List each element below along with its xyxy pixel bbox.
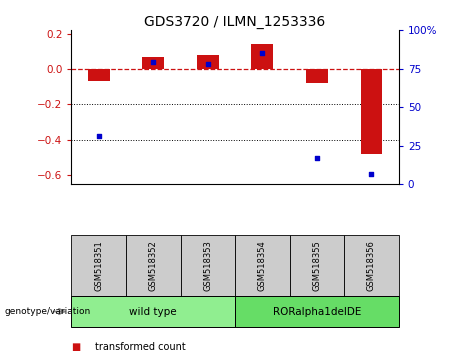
Point xyxy=(149,59,157,65)
Text: genotype/variation: genotype/variation xyxy=(5,307,91,316)
Bar xyxy=(290,235,344,296)
Text: transformed count: transformed count xyxy=(95,342,185,352)
Text: wild type: wild type xyxy=(130,307,177,316)
Point xyxy=(204,61,212,67)
Text: ■: ■ xyxy=(71,342,81,352)
Bar xyxy=(181,235,235,296)
Title: GDS3720 / ILMN_1253336: GDS3720 / ILMN_1253336 xyxy=(144,15,326,29)
Bar xyxy=(88,69,110,81)
Point xyxy=(95,133,102,139)
Text: GSM518351: GSM518351 xyxy=(94,240,103,291)
Bar xyxy=(71,235,126,296)
Text: GSM518355: GSM518355 xyxy=(313,240,321,291)
Bar xyxy=(142,57,164,69)
Text: GSM518354: GSM518354 xyxy=(258,240,267,291)
Bar xyxy=(252,44,273,69)
Bar xyxy=(126,235,181,296)
Bar xyxy=(71,296,235,327)
Text: GSM518353: GSM518353 xyxy=(203,240,213,291)
Bar xyxy=(344,235,399,296)
Text: GSM518356: GSM518356 xyxy=(367,240,376,291)
Bar xyxy=(235,296,399,327)
Bar xyxy=(197,55,219,69)
Point xyxy=(259,50,266,56)
Bar xyxy=(235,235,290,296)
Bar xyxy=(361,69,382,154)
Text: GSM518352: GSM518352 xyxy=(149,240,158,291)
Point xyxy=(368,171,375,177)
Text: RORalpha1delDE: RORalpha1delDE xyxy=(273,307,361,316)
Bar xyxy=(306,69,328,83)
Point xyxy=(313,155,321,160)
